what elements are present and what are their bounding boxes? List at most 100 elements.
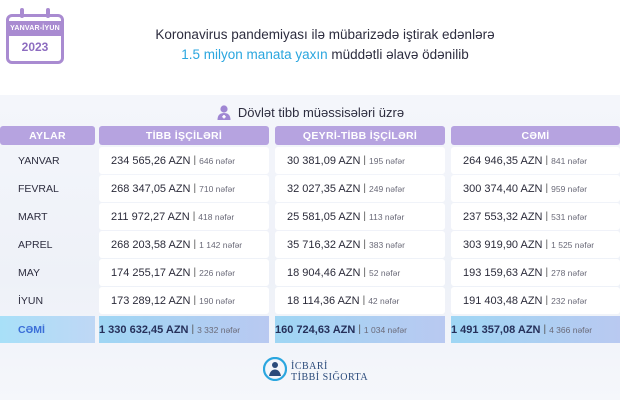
medical-staff-cell: 268 203,58 AZN | 1 142 nəfər (99, 231, 269, 258)
header-total: CƏMİ (451, 126, 620, 145)
headcount: 841 nəfər (551, 155, 588, 166)
row-month: YANVAR (18, 154, 60, 167)
row-month: İYUN (18, 294, 44, 307)
headline-line-1: Koronavirus pandemiyası ilə mübarizədə i… (155, 27, 495, 42)
section-title-text: Dövlət tibb müəssisələri üzrə (237, 104, 405, 120)
total-cell: 237 553,32 AZN | 531 nəfər (451, 203, 620, 230)
table-row: MAY 174 255,17 AZN | 226 nəfər 18 904,46 A… (0, 259, 620, 286)
amount: 268 203,58 AZN (111, 238, 191, 251)
headcount: 383 nəfər (369, 239, 405, 250)
total-cell: 300 374,40 AZN | 959 nəfər (451, 175, 620, 202)
amount: 300 374,40 AZN (463, 182, 543, 195)
headcount: 52 nəfər (369, 267, 401, 278)
medical-staff-cell: 173 289,12 AZN | 190 nəfər (99, 287, 269, 314)
headline-highlight: 1.5 milyon manata yaxın (181, 47, 328, 62)
top-background (0, 0, 620, 95)
headcount: 226 nəfər (199, 267, 236, 278)
amount: 174 255,17 AZN (111, 266, 191, 279)
headcount: 190 nəfər (199, 295, 236, 306)
header-medical-staff: TİBB İŞÇİLƏRİ (99, 126, 269, 145)
headcount: 959 nəfər (551, 183, 588, 194)
table-row: FEVRAL 268 347,05 AZN | 710 nəfər 32 027,3… (0, 175, 620, 202)
calendar-year: 2023 (21, 40, 49, 54)
row-month: APREL (18, 238, 53, 251)
amount: 191 403,48 AZN (463, 294, 543, 307)
headcount: 646 nəfər (199, 155, 236, 166)
total-cell: 264 946,35 AZN | 841 nəfər (451, 147, 620, 174)
headcount: 710 nəfər (199, 183, 236, 194)
headcount: 1 034 nəfər (363, 324, 407, 335)
header-months: AYLAR (0, 126, 95, 145)
logo-text: İCBARİ TİBBİ SIĞORTA (291, 361, 368, 383)
row-month: FEVRAL (18, 182, 59, 195)
amount: 25 581,05 AZN (287, 210, 361, 223)
headcount: 1 525 nəfər (551, 239, 595, 250)
amount: 1 491 357,08 AZN (451, 323, 541, 336)
amount: 268 347,05 AZN (111, 182, 191, 195)
total-cell: 191 403,48 AZN | 232 nəfər (451, 287, 620, 314)
table-total-row: CƏMİ 1 330 632,45 AZN | 3 332 nəfər 160 72… (0, 316, 620, 343)
grand-total: 1 491 357,08 AZN | 4 366 nəfər (451, 316, 620, 343)
non-medical-staff-cell: 35 716,32 AZN | 383 nəfər (275, 231, 445, 258)
headcount: 232 nəfər (551, 295, 588, 306)
amount: 1 330 632,45 AZN (99, 323, 189, 336)
total-cell: 193 159,63 AZN | 278 nəfər (451, 259, 620, 286)
logo-line-2: TİBBİ SIĞORTA (291, 371, 369, 383)
medical-staff-cell: 234 565,26 AZN | 646 nəfər (99, 147, 269, 174)
calendar-icon: YANVAR-İYUN 2023 (6, 8, 64, 64)
amount: 32 027,35 AZN (287, 182, 361, 195)
medical-staff-total: 1 330 632,45 AZN | 3 332 nəfər (99, 316, 269, 343)
header-non-medical-staff: QEYRİ-TİBB İŞÇİLƏRİ (275, 126, 445, 145)
table-row: MART 211 972,27 AZN | 418 nəfər 25 581,05 … (0, 203, 620, 230)
calendar-ring-icon (20, 8, 24, 18)
calendar-ring-icon (46, 8, 50, 18)
headline: Koronavirus pandemiyası ilə mübarizədə i… (120, 25, 530, 65)
headcount: 1 142 nəfər (199, 239, 243, 250)
total-cell: 303 919,90 AZN | 1 525 nəfər (451, 231, 620, 258)
amount: 18 904,46 AZN (287, 266, 361, 279)
headcount: 4 366 nəfər (549, 324, 593, 335)
amount: 30 381,09 AZN (287, 154, 361, 167)
table-row: İYUN 173 289,12 AZN | 190 nəfər 18 114,36 … (0, 287, 620, 314)
logo-line-1: İCBARİ (291, 360, 328, 372)
non-medical-staff-cell: 32 027,35 AZN | 249 nəfər (275, 175, 445, 202)
table-row: YANVAR 234 565,26 AZN | 646 nəfər 30 381,0… (0, 147, 620, 174)
table-row: APREL 268 203,58 AZN | 1 142 nəfər 35 716,… (0, 231, 620, 258)
headcount: 278 nəfər (551, 267, 588, 278)
amount: 237 553,32 AZN (463, 210, 543, 223)
headcount: 249 nəfər (369, 183, 405, 194)
headline-line-2: 1.5 milyon manata yaxın müddətli əlavə ö… (120, 45, 530, 65)
headcount: 418 nəfər (198, 211, 235, 222)
medical-staff-cell: 174 255,17 AZN | 226 nəfər (99, 259, 269, 286)
section-title: Dövlət tibb müəssisələri üzrə (0, 104, 620, 123)
amount: 303 919,90 AZN (463, 238, 543, 251)
amount: 211 972,27 AZN (111, 210, 190, 223)
non-medical-staff-cell: 25 581,05 AZN | 113 nəfər (275, 203, 445, 230)
amount: 160 724,63 AZN (275, 323, 356, 336)
amount: 35 716,32 AZN (287, 238, 361, 251)
headcount: 42 nəfər (368, 295, 400, 306)
amount: 193 159,63 AZN (463, 266, 543, 279)
calendar-period: YANVAR-İYUN (9, 21, 61, 36)
headcount: 195 nəfər (369, 155, 405, 166)
table-header-row: AYLAR TİBB İŞÇİLƏRİ QEYRİ-TİBB İŞÇİLƏRİ … (0, 126, 620, 145)
row-month: MAY (18, 266, 40, 279)
headcount: 113 nəfər (369, 211, 405, 222)
non-medical-staff-cell: 30 381,09 AZN | 195 nəfər (275, 147, 445, 174)
total-label: CƏMİ (0, 316, 95, 343)
row-month: MART (18, 210, 48, 223)
amount: 173 289,12 AZN (111, 294, 191, 307)
doctor-icon (216, 104, 232, 123)
logo-emblem-icon (262, 356, 288, 386)
medical-staff-cell: 268 347,05 AZN | 710 nəfər (99, 175, 269, 202)
non-medical-staff-total: 160 724,63 AZN | 1 034 nəfər (275, 316, 445, 343)
amount: 264 946,35 AZN (463, 154, 543, 167)
amount: 234 565,26 AZN (111, 154, 191, 167)
non-medical-staff-cell: 18 904,46 AZN | 52 nəfər (275, 259, 445, 286)
amount: 18 114,36 AZN (287, 294, 360, 307)
non-medical-staff-cell: 18 114,36 AZN | 42 nəfər (275, 287, 445, 314)
medical-staff-cell: 211 972,27 AZN | 418 nəfər (99, 203, 269, 230)
headcount: 3 332 nəfər (197, 324, 241, 335)
insurance-logo: İCBARİ TİBBİ SIĞORTA (262, 356, 368, 386)
headcount: 531 nəfər (551, 211, 588, 222)
